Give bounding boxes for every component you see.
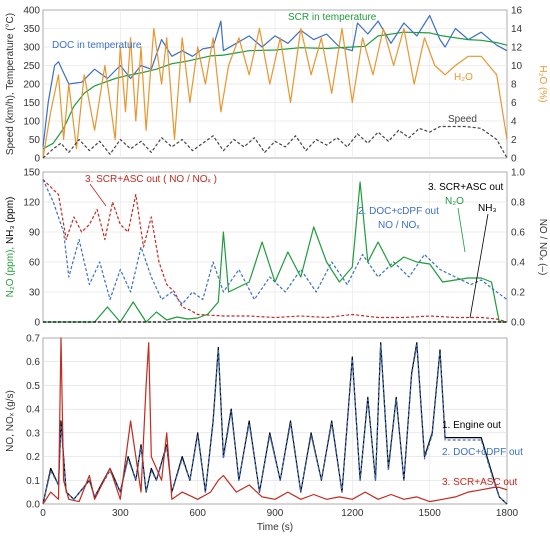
left-tick-label: 0.2 [26,452,40,463]
series-line-3-scr-asc-out-no-no [42,179,508,323]
left-tick-label: 0 [34,154,40,165]
left-tick-label: 250 [23,61,40,72]
annotation-scr-asc-arrow [89,183,107,207]
annotation-doc-in-temperature: DOC in temperature [52,40,142,51]
series-line-doc-in-temperature [42,14,508,147]
left-tick-label: 200 [23,80,40,91]
x-axis-label: Time (s) [257,522,293,533]
left-tick-label: 300 [23,43,40,54]
left-tick-label: 150 [23,98,40,109]
right-tick-label: 16 [511,6,523,17]
x-tick-label: 1500 [419,508,442,519]
right-tick-label: 0.8 [511,198,525,209]
right-tick-label: 0 [511,154,517,165]
annotation-nh3: NH₃ [478,203,497,214]
left-tick-label: 0.6 [26,357,40,368]
annotation-h2o: H₂O [454,72,473,83]
annotation-doc-cdpf-out-3: 2. DOC+cDPF out [442,447,523,458]
left-tick-label: 0.1 [26,476,40,487]
panel-2-left-axis-label: N₂O (ppm), NH₃ (ppm) [5,197,16,298]
series-line-n-o [43,181,507,323]
annotation-speed: Speed [448,114,477,125]
annotation-n2o: N₂O [445,196,464,207]
right-tick-label: 10 [511,61,523,72]
annotation-engine-out: 1. Engine out [442,420,501,431]
left-tick-label: 400 [23,6,40,17]
annotation-scr-asc-no-nox: 3. SCR+ASC out ( NO / NOₓ ) [85,174,217,185]
x-tick-label: 1800 [496,508,519,519]
left-tick-label: 30 [29,288,41,299]
annotation-doc-cdpf-out: 2. DOC+cDPF out [358,206,439,217]
right-tick-label: 0.6 [511,228,525,239]
right-tick-label: 2 [511,135,517,146]
right-tick-label: 0.0 [511,318,525,329]
panel-2-right-axis-label: NO / NOₓ (–) [537,219,548,276]
svg-text:N₂O (ppm), NH₃ (ppm): N₂O (ppm), NH₃ (ppm) [5,197,16,298]
left-tick-label: 90 [29,228,41,239]
x-tick-label: 1200 [341,508,364,519]
right-tick-label: 8 [511,80,517,91]
left-tick-label: 120 [23,198,40,209]
series-line-2-doc-cdpf-out-no-no [42,179,508,305]
left-tick-label: 100 [23,117,40,128]
annotation-scr-in-temperature: SCR in temperature [288,12,377,23]
left-tick-label: 0.4 [26,405,40,416]
series-line-h-o [42,27,508,159]
series-line-scr-in-temperature [42,31,508,150]
left-tick-label: 50 [29,135,41,146]
right-tick-label: 4 [511,117,517,128]
left-tick-label: 350 [23,24,40,35]
right-tick-label: 0.4 [511,258,525,269]
panel-1-right-axis-label: H₂O (%) [537,65,548,102]
right-tick-label: 14 [511,24,523,35]
left-tick-label: 0.5 [26,381,40,392]
right-tick-label: 6 [511,98,517,109]
left-tick-label: 0 [34,318,40,329]
panel-1-left-axis-label: Speed (km/h), Temperature (°C) [5,13,16,155]
right-tick-label: 1.0 [511,168,525,179]
series-line-3-scr-asc-out [42,337,508,505]
left-tick-label: 0.7 [26,334,40,345]
panel-3-left-axis-label: NO, NOₓ (g/s) [5,390,16,452]
left-tick-label: 60 [29,258,41,269]
annotation-scr-asc-out-2: 3. SCR+ASC out [428,182,504,193]
left-tick-label: 150 [23,168,40,179]
left-tick-label: 0.0 [26,500,40,511]
annotation-scr-asc-out-3: 3. SCR+ASC out [442,477,518,488]
left-tick-label: 0.3 [26,428,40,439]
x-tick-label: 600 [189,508,206,519]
annotation-doc-no-nox: NO / NOₓ [378,220,420,231]
right-tick-label: 12 [511,43,523,54]
right-tick-label: 0.2 [511,288,525,299]
x-tick-label: 900 [267,508,284,519]
annotation-n2o-arrow [457,207,466,253]
x-tick-label: 0 [40,508,46,519]
x-tick-label: 300 [112,508,129,519]
annotation-nh3-arrow [469,213,489,319]
series-line-speed [42,125,508,159]
